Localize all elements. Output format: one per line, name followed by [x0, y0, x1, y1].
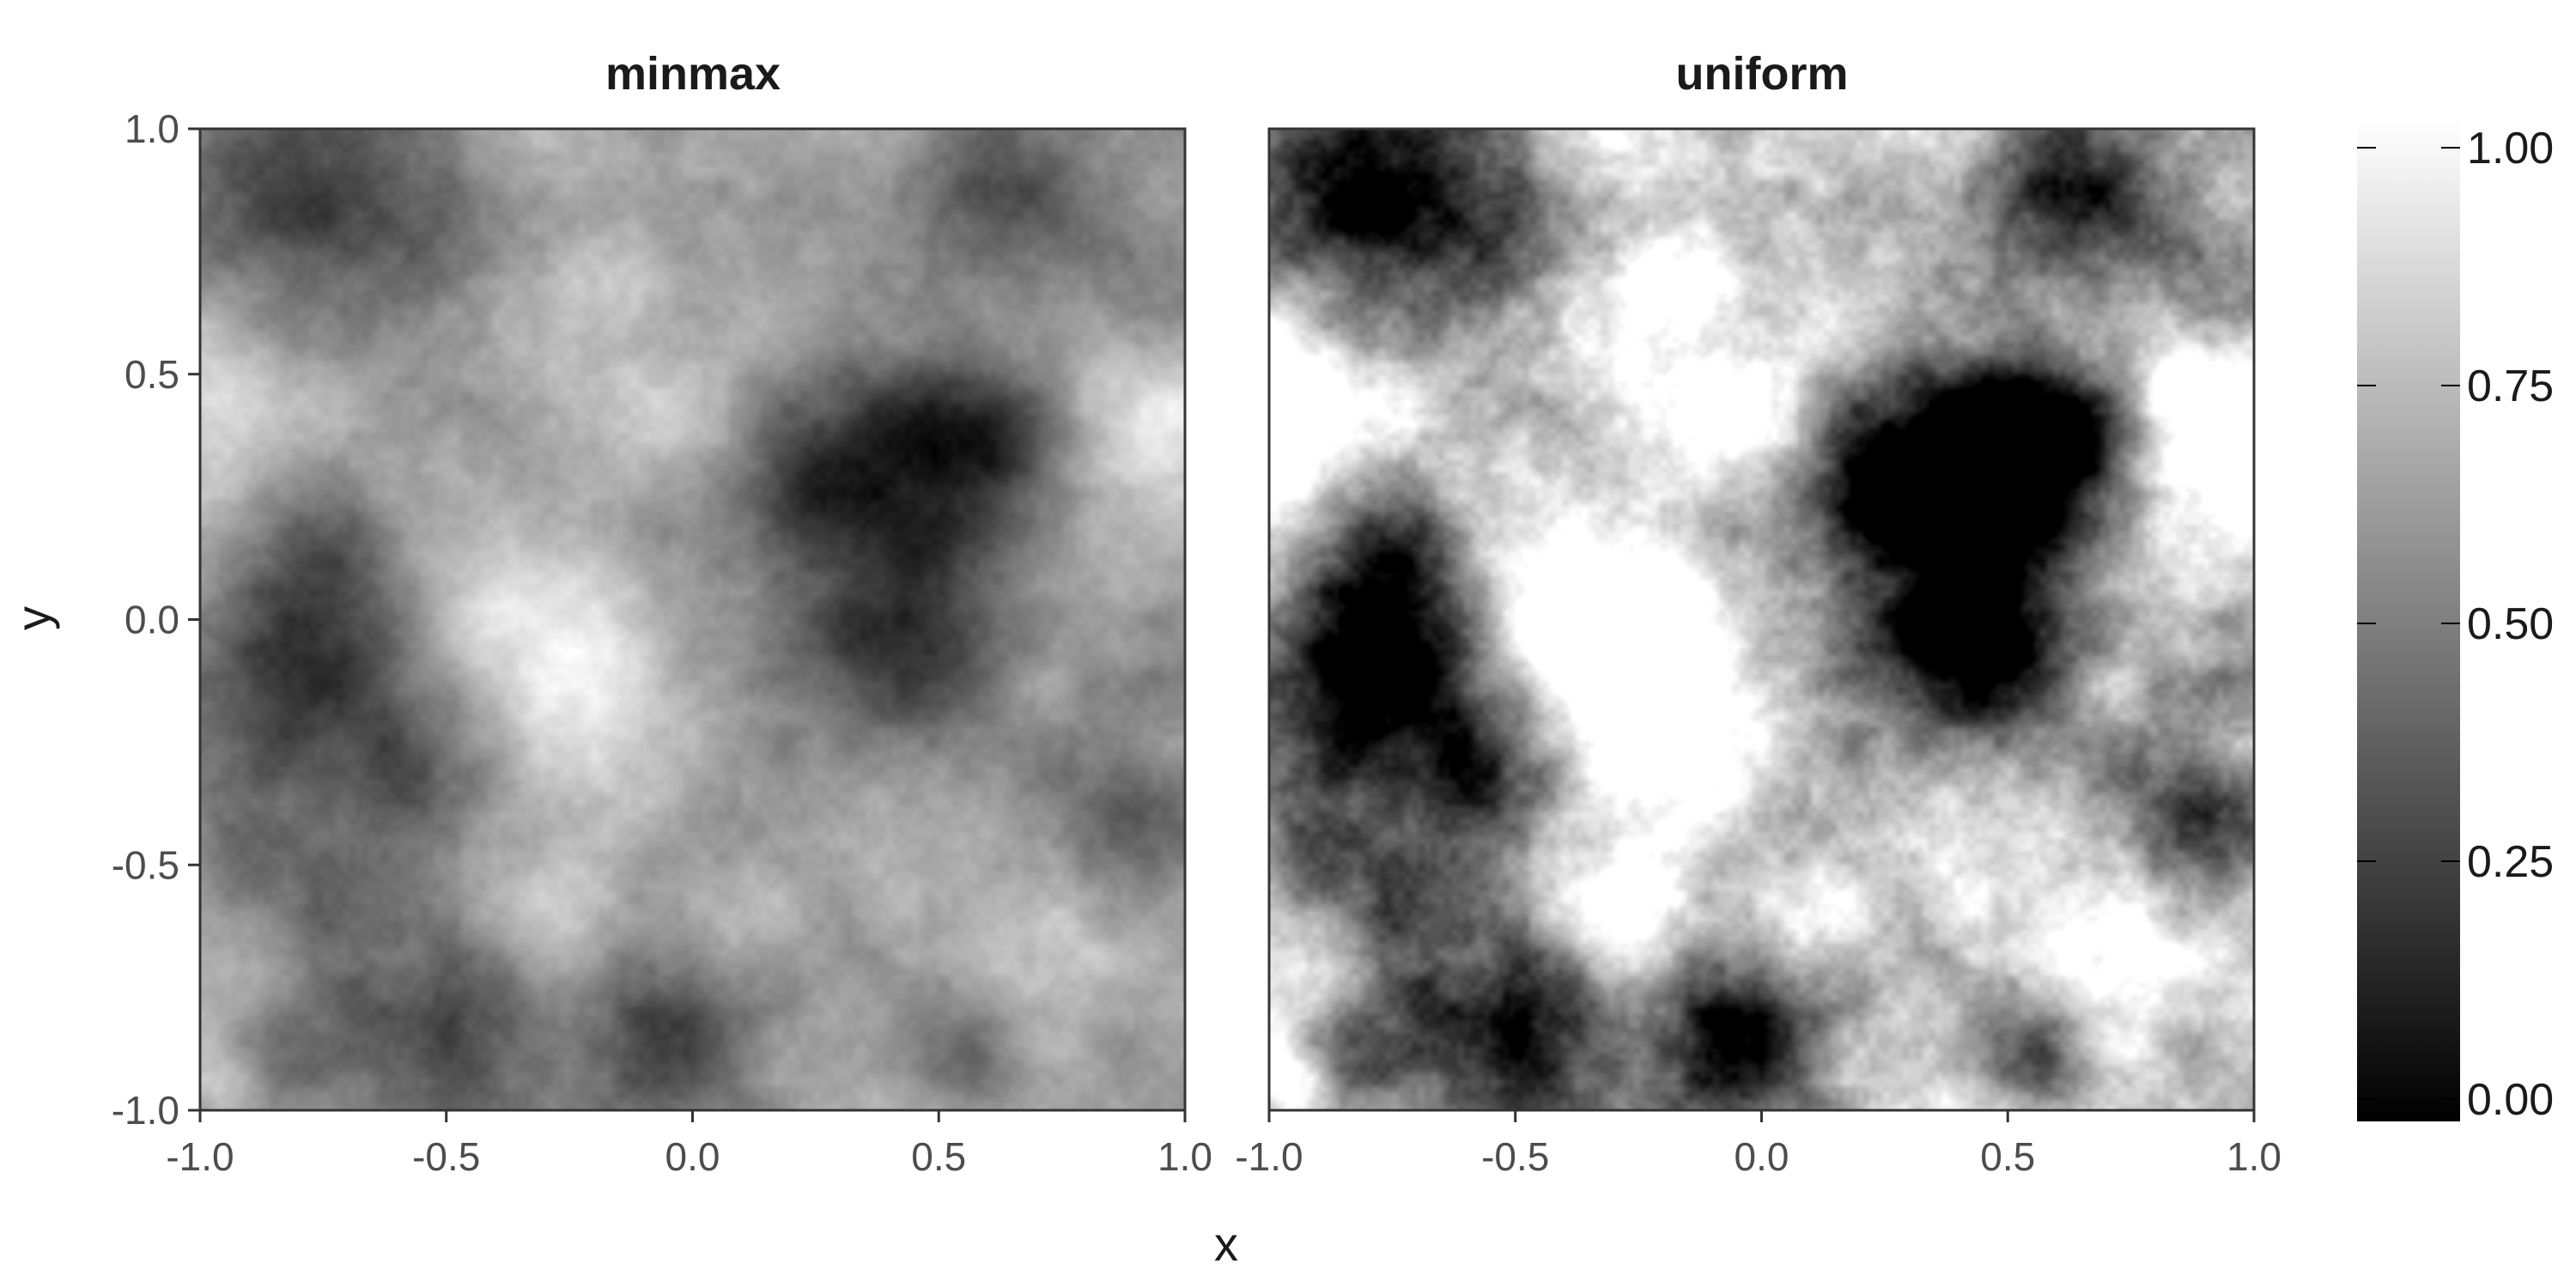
panel-title-minmax: minmax — [605, 48, 781, 100]
x-tick-label: 1.0 — [2227, 1134, 2281, 1179]
x-axis-title: x — [1214, 1217, 1238, 1271]
y-axis-title: y — [6, 606, 60, 630]
x-tick-label: 0.5 — [911, 1134, 966, 1179]
colorbar-tick-label: 0.00 — [2467, 1075, 2554, 1125]
colorbar-gradient — [2357, 118, 2460, 1121]
colorbar-ticks: 0.00 0.25 0.50 0.75 1.00 — [2357, 124, 2554, 1125]
x-tick-label: -1.0 — [166, 1134, 234, 1179]
colorbar-legend: 0.00 0.25 0.50 0.75 1.00 — [2357, 118, 2554, 1125]
y-tick-label: 0.5 — [125, 352, 179, 397]
colorbar-tick-label: 1.00 — [2467, 124, 2554, 173]
heatmap-minmax — [200, 129, 1185, 1110]
y-axis-ticks: -1.0 -0.5 0.0 0.5 1.0 — [112, 106, 200, 1133]
x-axis-ticks-minmax: -1.0 -0.5 0.0 0.5 1.0 — [166, 1110, 1212, 1179]
x-tick-label: 0.0 — [1735, 1134, 1789, 1179]
y-tick-label: -0.5 — [112, 842, 179, 887]
panel-uniform: uniform -1.0 -0.5 0.0 0.5 1.0 — [1235, 48, 2281, 1179]
x-tick-label: -0.5 — [412, 1134, 480, 1179]
colorbar-tick-label: 0.25 — [2467, 837, 2554, 887]
x-tick-label: 1.0 — [1157, 1134, 1212, 1179]
y-tick-label: 1.0 — [125, 106, 179, 151]
x-tick-label: 0.5 — [1980, 1134, 2035, 1179]
x-tick-label: 0.0 — [665, 1134, 720, 1179]
colorbar-tick-label: 0.50 — [2467, 599, 2554, 649]
x-axis-ticks-uniform: -1.0 -0.5 0.0 0.5 1.0 — [1235, 1110, 2281, 1179]
y-tick-label: -1.0 — [112, 1088, 179, 1133]
panel-title-uniform: uniform — [1676, 48, 1849, 100]
heatmap-uniform — [1269, 129, 2254, 1110]
colorbar-tick-label: 0.75 — [2467, 361, 2554, 411]
x-tick-label: -1.0 — [1235, 1134, 1303, 1179]
x-tick-label: -0.5 — [1481, 1134, 1549, 1179]
y-tick-label: 0.0 — [125, 598, 179, 642]
panel-minmax: minmax -1.0 -0.5 0.0 0.5 1.0 -1.0 -0.5 0.0 0.5 1… — [112, 48, 1212, 1179]
